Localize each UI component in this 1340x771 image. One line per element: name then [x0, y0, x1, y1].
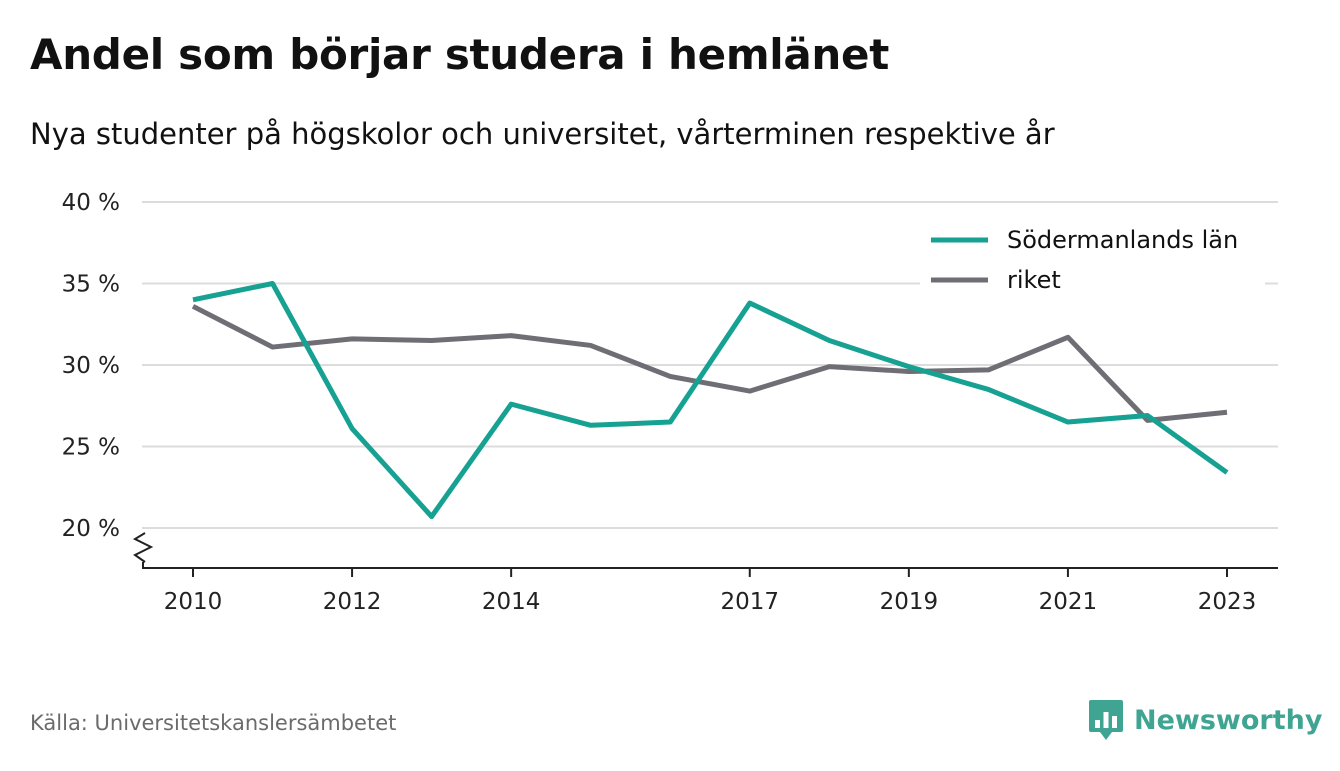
x-tick-label: 2021: [1039, 589, 1098, 615]
series-line: [192, 281, 1229, 520]
newsworthy-logo-icon: [1089, 700, 1123, 740]
y-tick-label: 30 %: [62, 353, 120, 379]
x-tick-label: 2019: [880, 589, 939, 615]
legend-label: riket: [1007, 266, 1061, 294]
x-tick-label: 2010: [164, 589, 223, 615]
y-tick-label: 20 %: [62, 516, 120, 542]
x-tick-label: 2014: [482, 589, 541, 615]
y-tick-label: 25 %: [62, 435, 120, 461]
series-line: [191, 304, 1228, 423]
chart-title: Andel som börjar studera i hemlänet: [30, 30, 889, 79]
legend-label: Södermanlands län: [1007, 226, 1238, 254]
brand-name: Newsworthy: [1134, 704, 1323, 736]
chart-subtitle: Nya studenter på högskolor och universit…: [30, 117, 1055, 151]
axis-break-icon: [132, 532, 154, 563]
legend-background: [920, 222, 1265, 300]
x-tick-label: 2017: [720, 589, 779, 615]
brand: Newsworthy: [1088, 698, 1322, 742]
y-tick-label: 35 %: [62, 272, 120, 298]
y-tick-label: 40 %: [62, 190, 120, 216]
source-note: Källa: Universitetskanslersämbetet: [30, 711, 397, 735]
x-tick-label: 2012: [323, 589, 382, 615]
x-tick-label: 2023: [1198, 589, 1257, 615]
